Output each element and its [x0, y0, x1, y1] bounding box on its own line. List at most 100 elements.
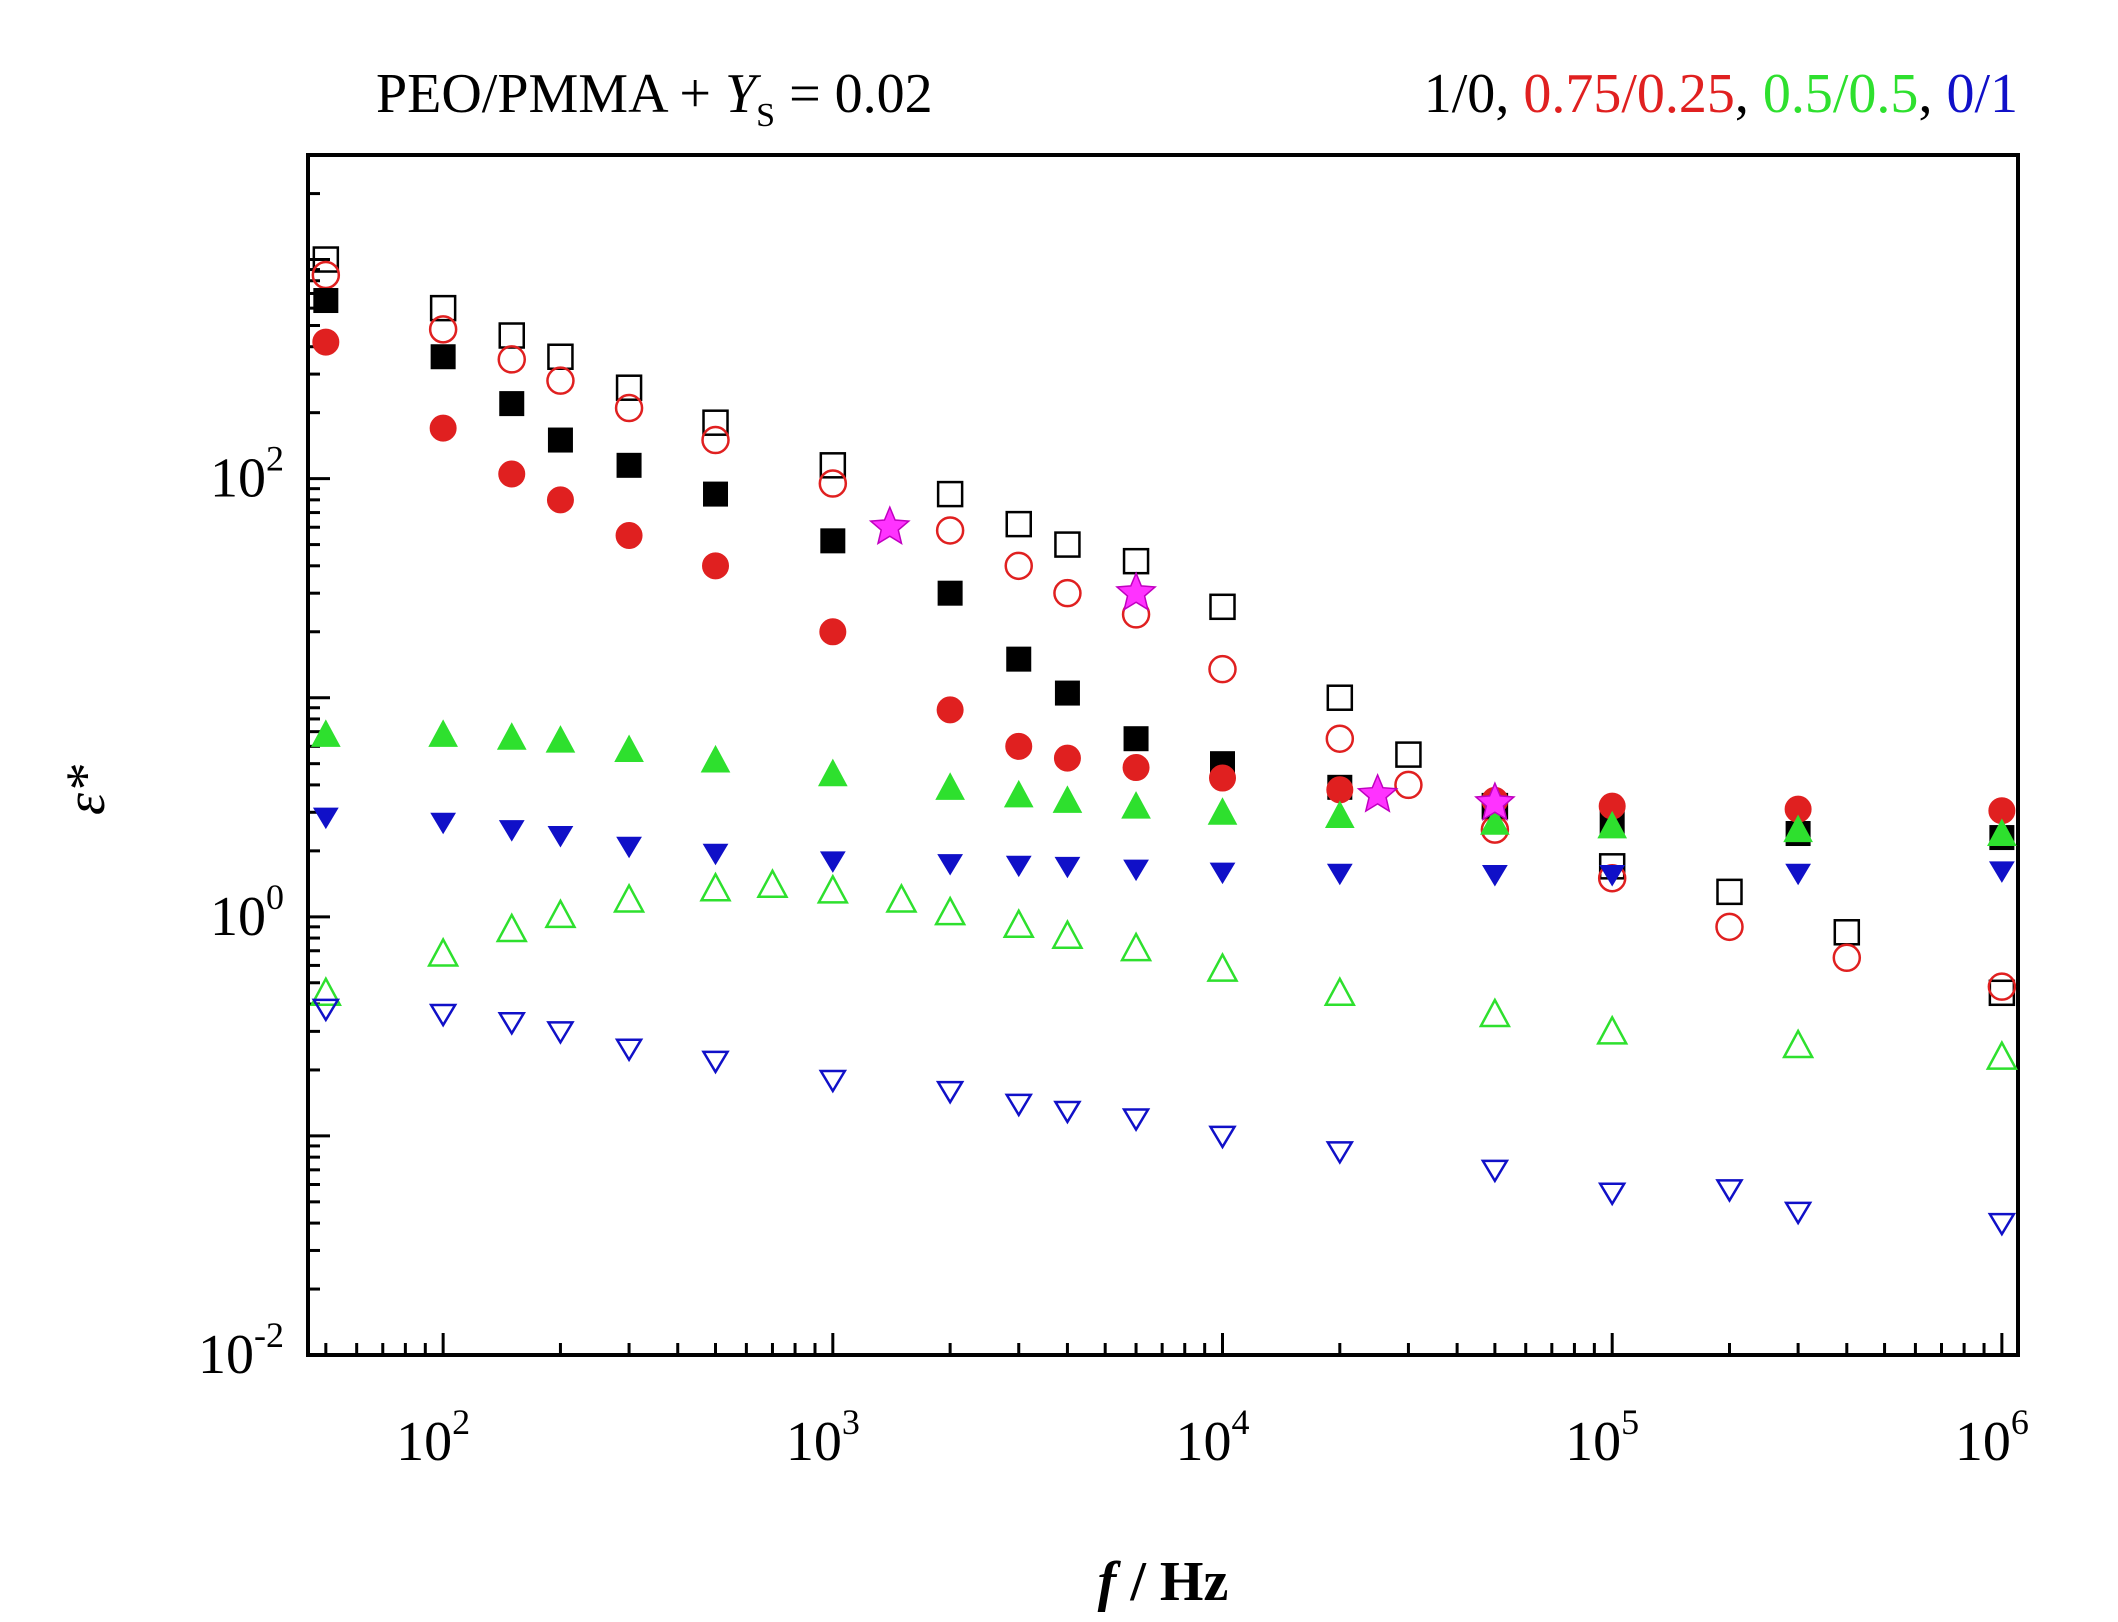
- y-tick-label: 10-2: [198, 1315, 284, 1386]
- data-point: [1833, 919, 1861, 946]
- axis-ticks: [308, 153, 2004, 1357]
- data-point: [1782, 1028, 1815, 1059]
- data-point: [1054, 531, 1081, 558]
- data-point: [756, 868, 789, 899]
- data-point: [1785, 863, 1811, 886]
- data-point: [1599, 865, 1626, 887]
- data-point: [430, 344, 456, 370]
- series-0: [312, 246, 2016, 1007]
- data-point: [1325, 724, 1355, 753]
- data-point: [498, 820, 525, 842]
- x-tick-label: 106: [1955, 1402, 2029, 1473]
- data-point: [1325, 1141, 1355, 1165]
- data-point: [612, 882, 646, 913]
- data-point: [1208, 654, 1237, 684]
- data-point: [499, 391, 525, 417]
- data-point: [546, 486, 574, 514]
- data-marks: [309, 246, 2018, 1237]
- series-1: [311, 260, 2017, 1001]
- data-point: [1395, 741, 1422, 768]
- chart-title-subscript: S: [756, 97, 775, 134]
- data-point: [309, 976, 342, 1007]
- data-point: [1004, 551, 1033, 581]
- data-point: [547, 427, 573, 453]
- data-point: [1002, 908, 1035, 938]
- data-point: [819, 851, 846, 873]
- chart-title-variable: Y: [725, 63, 762, 125]
- data-point: [1783, 1201, 1813, 1226]
- data-point: [1003, 779, 1034, 808]
- plot-frame: [306, 153, 2020, 1357]
- data-point: [614, 1038, 644, 1063]
- data-point: [428, 315, 458, 344]
- series-5: [312, 807, 2015, 887]
- data-point: [937, 580, 963, 606]
- axis-tick-labels: 102 103 104 105 106 10-2 100 102: [198, 439, 2029, 1473]
- y-tick-label: 102: [210, 439, 284, 510]
- data-point: [312, 328, 340, 356]
- data-point: [868, 505, 911, 545]
- data-point: [701, 425, 730, 455]
- data-point: [430, 812, 457, 835]
- x-axis-label-unit: / Hz: [1116, 1551, 1228, 1613]
- data-point: [1119, 931, 1153, 962]
- data-point: [816, 873, 849, 904]
- legend-entry-0: 1/0: [1424, 63, 1496, 125]
- x-tick-label: 104: [1176, 1402, 1250, 1473]
- data-point: [498, 322, 526, 349]
- data-point: [820, 528, 846, 554]
- legend-entry-5: ,: [1918, 63, 1946, 125]
- data-point: [1208, 1125, 1237, 1150]
- data-point: [819, 452, 847, 479]
- data-point: [616, 452, 642, 478]
- data-point: [1988, 861, 2015, 883]
- data-point: [1323, 976, 1356, 1007]
- data-point: [1209, 862, 1236, 885]
- y-axis-label: ε*: [55, 765, 117, 815]
- data-point: [700, 744, 731, 773]
- data-point: [702, 409, 729, 436]
- data-point: [615, 374, 643, 401]
- data-point: [1053, 578, 1082, 608]
- data-point: [1985, 1040, 2018, 1070]
- data-point: [1597, 810, 1628, 839]
- data-point: [1052, 785, 1083, 813]
- data-point: [818, 1069, 848, 1094]
- data-point: [497, 345, 527, 374]
- chart-title: PEO/PMMA + YS = 0.02: [376, 63, 933, 134]
- series-8: [868, 505, 1516, 821]
- series-2: [313, 288, 2015, 851]
- data-point: [614, 393, 644, 423]
- data-point: [934, 895, 967, 926]
- data-point: [1123, 726, 1149, 752]
- data-point: [1356, 772, 1399, 813]
- data-point: [429, 414, 457, 442]
- chart-title-suffix: = 0.02: [775, 63, 933, 125]
- data-point: [1326, 776, 1354, 804]
- data-point: [1326, 863, 1353, 886]
- data-point: [1206, 952, 1239, 982]
- data-point: [615, 522, 643, 550]
- data-point: [1715, 912, 1744, 942]
- data-point: [310, 719, 341, 747]
- data-point: [311, 260, 341, 290]
- data-point: [1597, 1182, 1627, 1207]
- data-point: [614, 734, 644, 763]
- legend-entry-4: 0.5/0.5: [1763, 63, 1919, 125]
- data-point: [1716, 878, 1743, 906]
- data-point: [1051, 919, 1084, 949]
- data-point: [546, 366, 575, 395]
- data-point: [1122, 547, 1150, 575]
- data-point: [703, 481, 729, 507]
- data-point: [546, 1021, 575, 1045]
- data-point: [1474, 781, 1516, 821]
- series-4: [310, 719, 2017, 847]
- data-point: [1480, 807, 1510, 835]
- data-point: [313, 288, 339, 314]
- data-point: [935, 516, 965, 545]
- data-point: [547, 826, 574, 848]
- data-point: [1394, 770, 1423, 800]
- data-point: [817, 758, 848, 787]
- x-tick-label: 105: [1565, 1402, 1639, 1473]
